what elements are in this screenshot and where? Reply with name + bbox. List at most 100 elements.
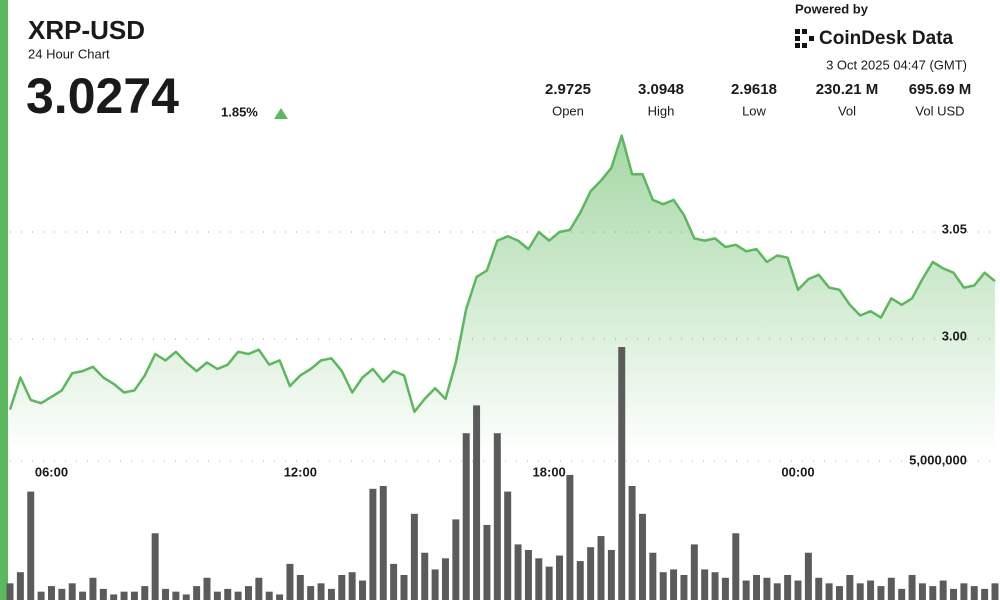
volume-bar [162, 588, 170, 600]
volume-bar [338, 574, 346, 600]
x-tick-label: 00:00 [781, 464, 814, 479]
stat-label: Vol USD [915, 103, 964, 118]
volume-bar [327, 588, 335, 600]
volume-bar [265, 591, 273, 600]
volume-bar [276, 594, 284, 600]
powered-by: Powered by [795, 1, 869, 16]
volume-bar [493, 433, 501, 600]
volume-bar [659, 572, 667, 600]
volume-bar [804, 552, 812, 600]
area [10, 135, 995, 446]
stat-value: 3.0948 [638, 81, 684, 98]
volume-bar [441, 558, 449, 600]
volume-bar [27, 491, 35, 600]
volume-bar [307, 586, 315, 600]
volume-bar [784, 574, 792, 600]
volume-bar [773, 583, 781, 600]
volume-bar [628, 486, 636, 600]
volume-bar [638, 513, 646, 600]
volume-bar [649, 552, 657, 600]
volume-bar [16, 572, 24, 600]
brand-name: CoinDesk Data [819, 28, 954, 49]
volume-bar [950, 588, 958, 600]
volume-bar [690, 544, 698, 600]
volume-bar [172, 591, 180, 600]
volume-bar [255, 577, 263, 600]
stat-value: 230.21 M [816, 81, 879, 98]
volume-bar [877, 586, 885, 600]
volume-bar [597, 536, 605, 600]
volume-bar [473, 405, 481, 600]
volume-bar [566, 474, 574, 600]
current-price: 3.0274 [26, 68, 179, 124]
volume-bar [556, 555, 564, 600]
volume-bar [742, 580, 750, 600]
volume-bar [6, 583, 14, 600]
x-tick-label: 06:00 [35, 464, 68, 479]
stat-value: 695.69 M [909, 81, 972, 98]
volume-bar [856, 583, 864, 600]
accent-strip [0, 0, 8, 600]
volume-bar [47, 586, 55, 600]
volume-bar [898, 588, 906, 600]
volume-bar [234, 591, 242, 600]
volume-bar [286, 563, 294, 600]
volume-bar [317, 583, 325, 600]
volume-bar [182, 594, 190, 600]
chart-subtitle: 24 Hour Chart [28, 46, 110, 61]
volume-bar [390, 563, 398, 600]
volume-bar [794, 580, 802, 600]
volume-bar [452, 519, 460, 600]
volume-bar [110, 594, 118, 600]
volume-bar [960, 583, 968, 600]
volume-bar [379, 486, 387, 600]
volume-bar [348, 572, 356, 600]
volume-bar [37, 591, 45, 600]
volume-bar [835, 586, 843, 600]
volume-bar [670, 569, 678, 600]
volume-bar [369, 488, 377, 600]
volume-bar [359, 580, 367, 600]
volume-bar [462, 433, 470, 600]
y-tick-label: 3.00 [942, 328, 967, 343]
volume-bar [504, 491, 512, 600]
volume-bar [68, 583, 76, 600]
volume-bar [193, 586, 201, 600]
volume-bar [867, 580, 875, 600]
volume-bar [732, 533, 740, 600]
x-tick-label: 18:00 [533, 464, 566, 479]
price-line [8, 134, 996, 414]
volume-bar [721, 577, 729, 600]
timestamp: 3 Oct 2025 04:47 (GMT) [826, 57, 967, 72]
stat-label: Open [552, 103, 584, 118]
volume-bar [825, 583, 833, 600]
volume-bar [970, 586, 978, 600]
volume-bar [701, 569, 709, 600]
volume-bar [514, 544, 522, 600]
volume-bar [929, 586, 937, 600]
volume-bar [483, 524, 491, 600]
up-arrow [274, 108, 288, 119]
volume-bar [410, 513, 418, 600]
volume-bar [763, 577, 771, 600]
volume-bar [120, 591, 128, 600]
volume-bar [535, 558, 543, 600]
volume-bar [587, 547, 595, 600]
volume-bar [545, 566, 553, 600]
volume-bar [991, 583, 999, 600]
volume-bar [524, 549, 532, 600]
volume-bar [680, 574, 688, 600]
volume-bar [213, 591, 221, 600]
volume-bar [607, 549, 615, 600]
volume-bar [908, 574, 916, 600]
volume-bar [431, 569, 439, 600]
volume-bar [400, 574, 408, 600]
volume-bar [939, 580, 947, 600]
volume-bar [203, 577, 211, 600]
volume-bar [711, 572, 719, 600]
volume-bar [753, 574, 761, 600]
volume-bar [815, 577, 823, 600]
volume-bar [244, 586, 252, 600]
volume-bar [918, 583, 926, 600]
